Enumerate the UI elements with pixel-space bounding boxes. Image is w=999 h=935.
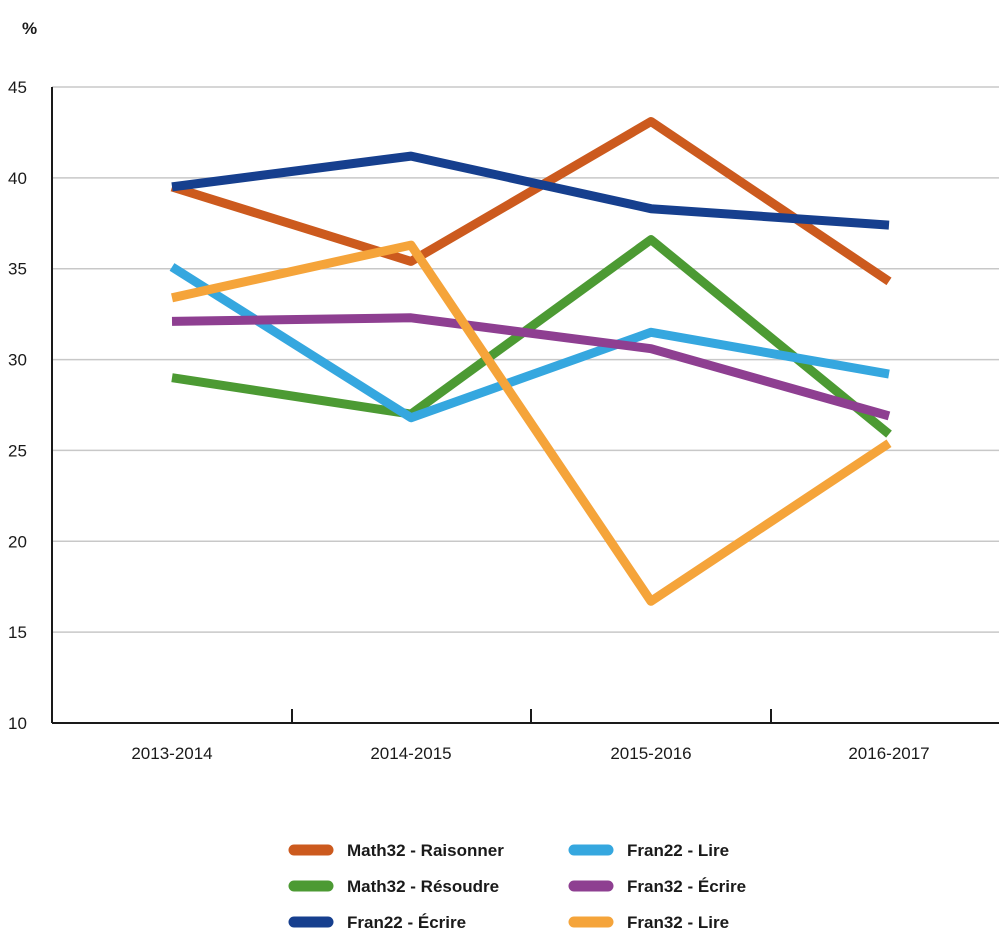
x-tick-label: 2013-2014 bbox=[131, 744, 212, 763]
legend-label: Fran32 - Écrire bbox=[627, 877, 746, 896]
y-tick-label: 45 bbox=[8, 78, 27, 97]
y-tick-label: 15 bbox=[8, 623, 27, 642]
axes: 10 15 20 25 30 35 40 45 2013-2014 2014-2015 2015-2… bbox=[8, 78, 999, 763]
legend-label: Fran22 - Lire bbox=[627, 841, 729, 860]
series-line bbox=[171, 313, 891, 421]
x-tick-label: 2014-2015 bbox=[370, 744, 451, 763]
y-tick-label: 40 bbox=[8, 169, 27, 188]
y-tick-label: 10 bbox=[8, 714, 27, 733]
series-line bbox=[171, 235, 892, 438]
y-tick-label: 25 bbox=[8, 441, 27, 460]
y-tick-label: 35 bbox=[8, 260, 27, 279]
legend-label: Fran32 - Lire bbox=[627, 913, 729, 932]
legend-label: Math32 - Raisonner bbox=[347, 841, 504, 860]
x-tick-label: 2015-2016 bbox=[610, 744, 691, 763]
legend-label: Math32 - Résoudre bbox=[347, 877, 499, 896]
gridlines bbox=[52, 86, 999, 633]
series-line bbox=[169, 263, 890, 423]
legend-label: Fran22 - Écrire bbox=[347, 913, 466, 932]
series-lines bbox=[169, 117, 892, 606]
y-tick-label: 30 bbox=[8, 351, 27, 370]
y-axis-unit-label: % bbox=[22, 19, 37, 38]
x-tick-label: 2016-2017 bbox=[848, 744, 929, 763]
series-line bbox=[171, 240, 892, 606]
legend: Math32 - Raisonner Math32 - Résoudre Fran2… bbox=[288, 841, 746, 932]
series-line bbox=[171, 151, 890, 230]
y-tick-label: 20 bbox=[8, 532, 27, 551]
series-line bbox=[170, 117, 892, 286]
